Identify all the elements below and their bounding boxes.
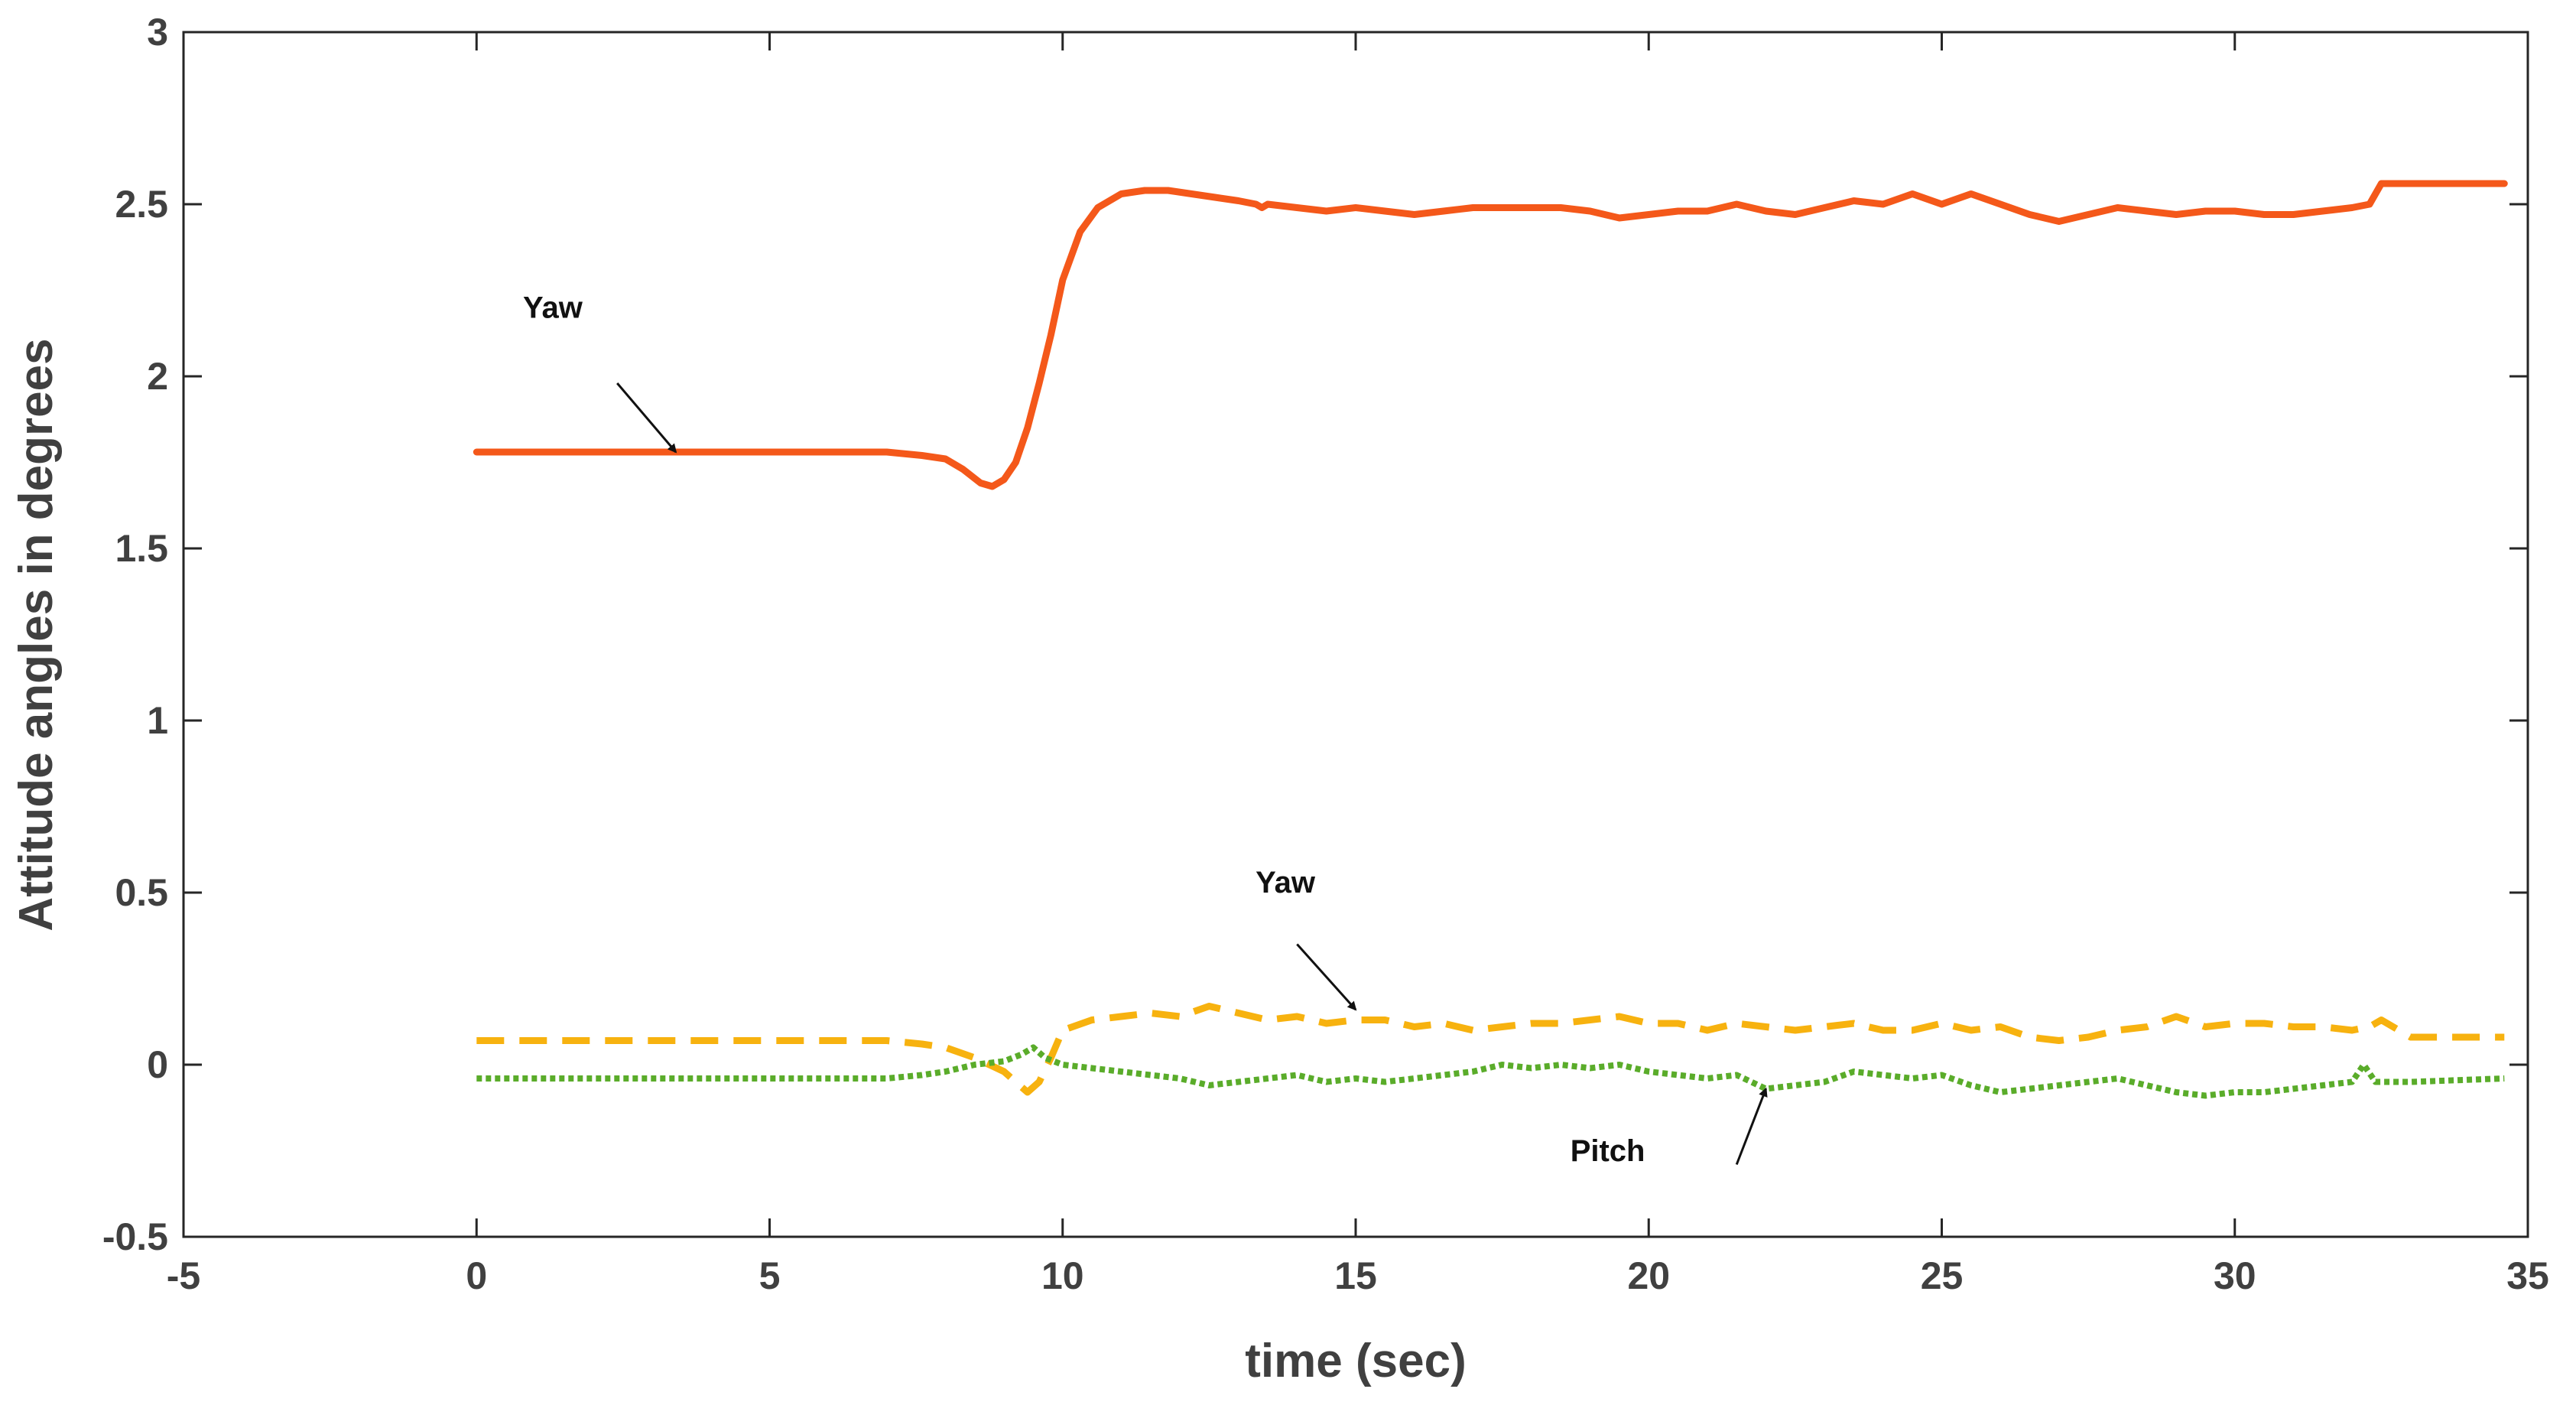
x-tick-label: -5 xyxy=(167,1254,200,1297)
y-tick-label: 0.5 xyxy=(115,871,168,914)
series-layer xyxy=(473,180,2508,1099)
y-tick-label: 2.5 xyxy=(115,183,168,226)
tick-layer: -5 0 5 10 15 20 25 30 35 -0.5 0 0.5 1 1.5 2 2.5 3 xyxy=(102,11,2549,1297)
x-tick-label: 25 xyxy=(1921,1254,1964,1297)
annotation-label: Yaw xyxy=(523,291,583,325)
y-tick-label: 1 xyxy=(147,699,168,742)
x-tick-label: 15 xyxy=(1334,1254,1377,1297)
annotation-label: Yaw xyxy=(1256,866,1316,899)
annotation-label: Pitch xyxy=(1571,1134,1645,1168)
annotation-arrow xyxy=(616,382,677,454)
x-axis-title: time (sec) xyxy=(1245,1335,1466,1387)
annotation-layer: Yaw Yaw Pitch xyxy=(523,291,1768,1168)
y-axis-title: Attitude angles in degrees xyxy=(10,338,63,931)
x-tick-label: 0 xyxy=(466,1254,487,1297)
y-tick-label: -0.5 xyxy=(102,1215,168,1258)
y-tick-label: 0 xyxy=(147,1043,168,1086)
y-tick-label: 1.5 xyxy=(115,527,168,570)
x-tick-label: 10 xyxy=(1041,1254,1084,1297)
annotation-arrow xyxy=(1735,1087,1768,1166)
x-tick-label: 35 xyxy=(2506,1254,2549,1297)
x-tick-label: 20 xyxy=(1627,1254,1670,1297)
plot-background xyxy=(184,32,2528,1237)
series-line-yaw-solid xyxy=(473,180,2508,490)
x-tick-label: 30 xyxy=(2214,1254,2256,1297)
series-line-pitch xyxy=(476,1044,2505,1099)
y-tick-label: 2 xyxy=(147,355,168,398)
y-tick-label: 3 xyxy=(147,11,168,54)
annotation-arrow xyxy=(1296,943,1357,1011)
x-tick-label: 5 xyxy=(759,1254,781,1297)
